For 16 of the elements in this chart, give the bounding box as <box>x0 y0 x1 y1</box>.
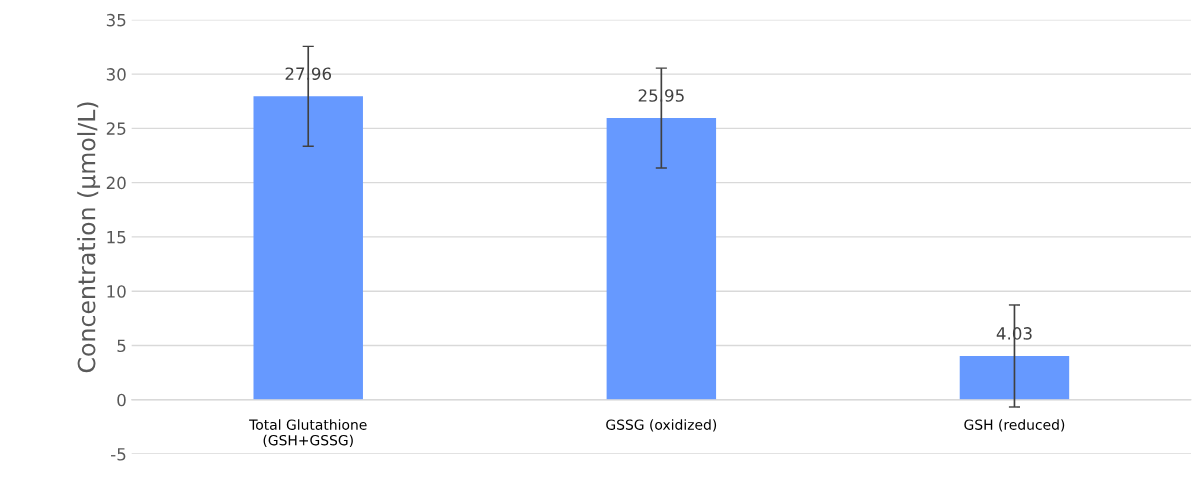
y-tick-label: -5 <box>111 448 126 461</box>
bar <box>606 118 717 400</box>
y-tick-label: 35 <box>106 13 126 27</box>
y-tick-label: 0 <box>117 393 126 407</box>
y-tick-label: 5 <box>117 339 126 353</box>
y-tick-label: 10 <box>107 285 126 298</box>
x-tick-label: GSSG (oxidized) <box>606 419 717 432</box>
y-tick-label: 20 <box>106 176 126 190</box>
x-tick-label: GSH (reduced) <box>964 419 1065 432</box>
bar <box>959 355 1070 400</box>
x-tick-label: Total Glutathione (GSH+GSSG) <box>249 419 367 448</box>
bar <box>253 96 363 400</box>
y-tick-label: 25 <box>106 122 126 135</box>
y-tick-label: 30 <box>106 68 126 81</box>
y-tick-label: 15 <box>107 231 126 244</box>
y-axis-title: Concentration (µmol/L) <box>77 102 101 373</box>
